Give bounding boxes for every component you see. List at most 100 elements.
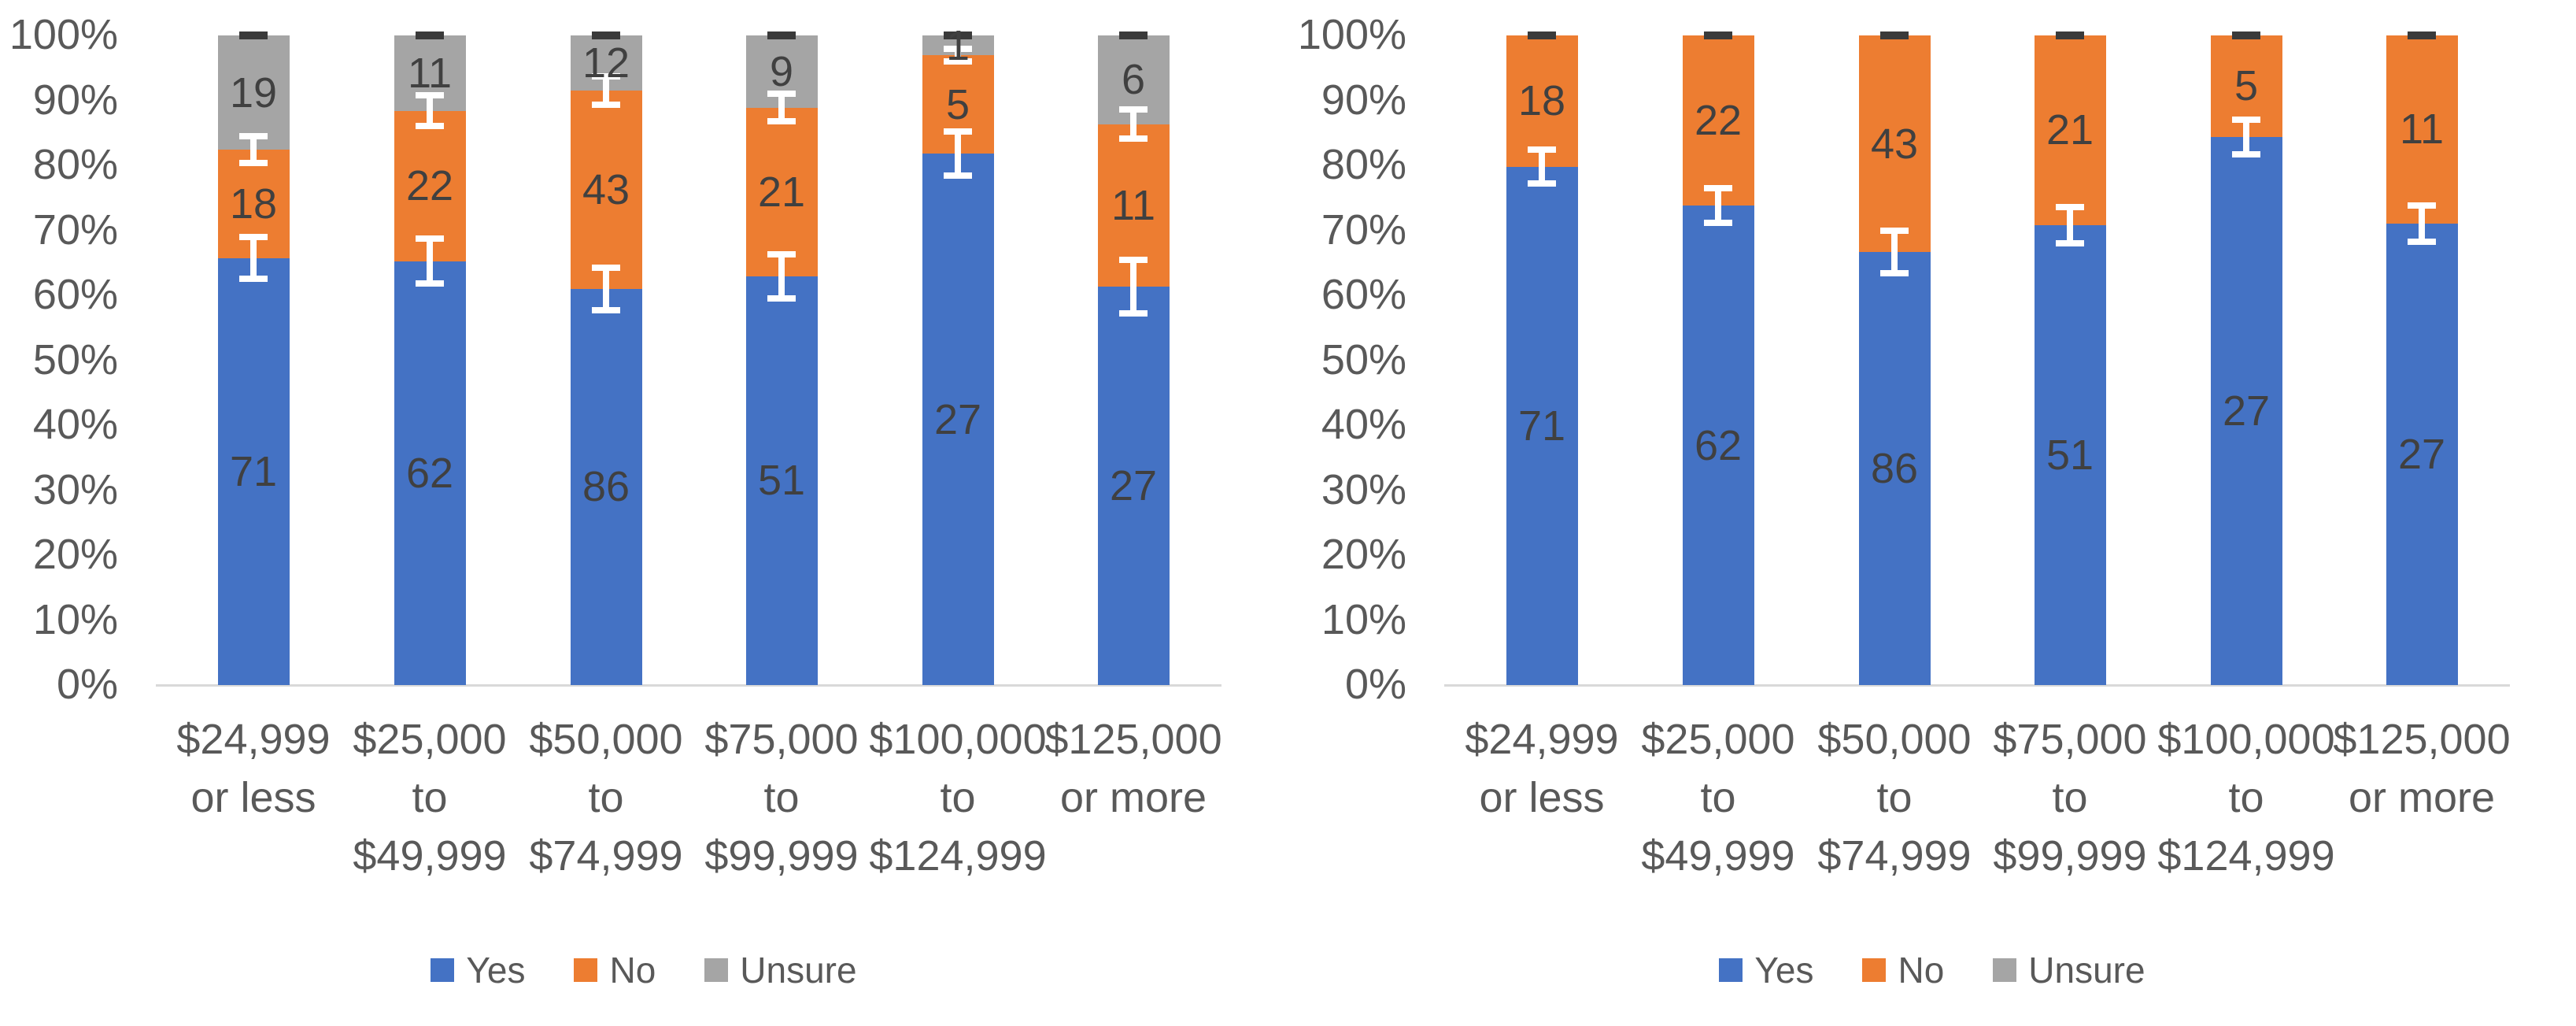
- top-error-cap: [767, 31, 796, 39]
- y-axis-tick-label: 30%: [1321, 465, 1406, 513]
- y-axis-tick-label: 80%: [32, 140, 118, 188]
- yes-error-bar-cap-top: [1119, 256, 1148, 263]
- yes-value-label: 27: [2222, 387, 2271, 435]
- no-error-bar-cap-top: [239, 132, 268, 139]
- legend-item-yes: Yes: [1719, 949, 1813, 991]
- unsure-value-label: 19: [229, 69, 278, 117]
- yes-error-bar-line: [2419, 205, 2425, 242]
- no-value-label: 43: [1870, 120, 1919, 168]
- x-category-label: $24,999 or less: [1465, 716, 1619, 821]
- yes-value-label: 71: [1517, 402, 1566, 450]
- no-value-label: 5: [945, 80, 970, 128]
- no-error-bar-line: [778, 94, 785, 121]
- yes-value-label: 86: [582, 463, 630, 511]
- x-category-label: $75,000 to $99,999: [1993, 716, 2147, 880]
- yes-segment: [2386, 223, 2458, 685]
- yes-error-bar-cap-bottom: [416, 280, 444, 287]
- legend-label: No: [1898, 950, 1945, 991]
- legend-swatch-yes: [431, 958, 455, 982]
- legend-label: Unsure: [2028, 950, 2145, 991]
- legend: Yes No Unsure: [1288, 949, 2576, 991]
- top-error-cap: [239, 31, 268, 39]
- legend-item-no: No: [1862, 949, 1944, 991]
- legend-swatch-yes: [1719, 958, 1743, 982]
- no-error-bar-line: [955, 48, 961, 62]
- no-error-bar-line: [427, 94, 433, 127]
- yes-segment: [922, 154, 994, 685]
- y-axis-tick-label: 60%: [1321, 270, 1406, 318]
- yes-value-label: 51: [757, 457, 806, 505]
- legend-item-unsure: Unsure: [704, 949, 857, 991]
- no-value-label: 22: [1694, 97, 1743, 145]
- yes-error-bar-cap-bottom: [2232, 151, 2260, 158]
- no-value-label: 11: [2399, 106, 2445, 154]
- yes-error-bar-cap-bottom: [1528, 180, 1556, 187]
- yes-error-bar-cap-top: [592, 264, 620, 271]
- yes-error-bar-cap-bottom: [2408, 238, 2436, 245]
- yes-error-bar-line: [250, 237, 257, 280]
- unsure-value-label: 1: [945, 21, 970, 69]
- yes-value-label: 27: [2397, 430, 2446, 478]
- yes-segment: [394, 261, 466, 685]
- y-axis-tick-label: 80%: [1321, 140, 1406, 188]
- yes-value-label: 51: [2046, 431, 2094, 479]
- top-error-cap: [416, 31, 444, 39]
- yes-error-bar-line: [1891, 230, 1898, 274]
- x-category-label: $25,000 to $49,999: [353, 716, 507, 880]
- y-axis-tick-label: 10%: [1321, 595, 1406, 643]
- y-axis-tick-label: 40%: [1321, 400, 1406, 448]
- no-value-label: 43: [582, 166, 630, 213]
- top-error-cap: [2408, 31, 2436, 39]
- yes-error-bar-cap-bottom: [239, 276, 268, 283]
- legend-label: Yes: [466, 950, 526, 991]
- y-axis-tick-label: 0%: [1344, 660, 1406, 708]
- yes-error-bar-cap-bottom: [1704, 220, 1732, 227]
- y-axis-tick-label: 50%: [1321, 335, 1406, 383]
- top-error-cap: [1880, 31, 1909, 39]
- yes-error-bar-line: [603, 267, 609, 311]
- no-error-bar-cap-top: [944, 45, 972, 52]
- yes-error-bar-cap-top: [2056, 203, 2084, 210]
- legend-swatch-unsure: [704, 958, 729, 982]
- yes-value-label: 62: [1694, 421, 1743, 469]
- no-error-bar-cap-top: [1119, 106, 1148, 113]
- no-error-bar-cap-bottom: [944, 58, 972, 65]
- legend-label: No: [609, 950, 656, 991]
- yes-error-bar-line: [427, 238, 433, 284]
- no-error-bar-cap-bottom: [239, 160, 268, 167]
- yes-error-bar-line: [1715, 187, 1721, 224]
- y-axis-tick-label: 40%: [32, 400, 118, 448]
- no-value-label: 18: [229, 180, 278, 228]
- yes-error-bar-cap-top: [239, 234, 268, 241]
- yes-value-label: 71: [229, 447, 278, 495]
- top-error-cap: [1528, 31, 1556, 39]
- y-axis-tick-label: 20%: [1321, 530, 1406, 578]
- yes-error-bar-line: [2243, 119, 2249, 155]
- yes-value-label: 27: [1109, 461, 1158, 509]
- yes-error-bar-cap-bottom: [2056, 239, 2084, 246]
- yes-error-bar-cap-bottom: [1880, 270, 1909, 277]
- legend: Yes No Unsure: [0, 949, 1288, 991]
- legend-label: Unsure: [740, 950, 857, 991]
- top-error-cap: [944, 31, 972, 39]
- yes-segment: [1682, 206, 1754, 685]
- no-segment: [1506, 35, 1578, 167]
- no-error-bar-cap-top: [767, 91, 796, 98]
- x-category-label: $50,000 to $74,999: [1817, 716, 1972, 880]
- y-axis-tick-label: 50%: [32, 335, 118, 383]
- y-axis-tick-label: 70%: [32, 206, 118, 254]
- top-error-cap: [592, 31, 620, 39]
- unsure-segment: [217, 35, 290, 150]
- yes-error-bar-line: [778, 254, 785, 298]
- chart-left: 0% 10% 20% 30% 40% 50% 60% 70% 80% 90% 100% 71 18 19 $…: [0, 11, 1288, 991]
- yes-error-bar-cap-top: [1704, 184, 1732, 191]
- yes-value-label: 62: [405, 449, 454, 497]
- y-axis-tick-label: 90%: [1321, 76, 1406, 124]
- y-axis-tick-label: 60%: [32, 270, 118, 318]
- no-error-bar-line: [603, 76, 609, 106]
- yes-value-label: 27: [933, 395, 982, 443]
- x-axis-line: [1444, 684, 2510, 687]
- yes-error-bar-cap-top: [2408, 202, 2436, 209]
- legend-label: Yes: [1754, 950, 1814, 991]
- chart-right: 0% 10% 20% 30% 40% 50% 60% 70% 80% 90% 100% 71 18 $24…: [1288, 0, 2576, 1026]
